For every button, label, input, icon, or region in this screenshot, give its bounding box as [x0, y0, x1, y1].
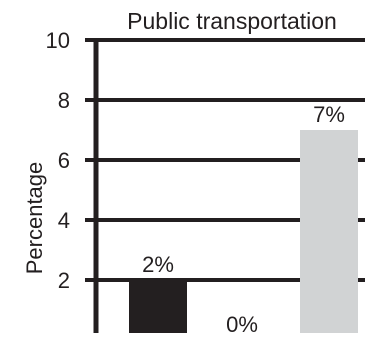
chart-title: Public transportation	[127, 8, 337, 34]
y-axis-label: Percentage	[22, 162, 47, 275]
bar-data-label: 0%	[226, 312, 258, 333]
y-tick-label: 6	[58, 148, 70, 173]
y-tick-label: 4	[58, 208, 70, 233]
y-tick-labels: 2 4 6 8 10	[46, 28, 70, 293]
bar	[129, 280, 187, 338]
bar-data-label: 7%	[313, 102, 345, 127]
y-tick-label: 8	[58, 88, 70, 113]
bars	[129, 130, 358, 338]
bar	[300, 130, 358, 338]
y-tick-label: 10	[46, 28, 70, 53]
axes	[85, 38, 99, 333]
bar-data-label: 2%	[142, 252, 174, 277]
y-tick-label: 2	[58, 268, 70, 293]
